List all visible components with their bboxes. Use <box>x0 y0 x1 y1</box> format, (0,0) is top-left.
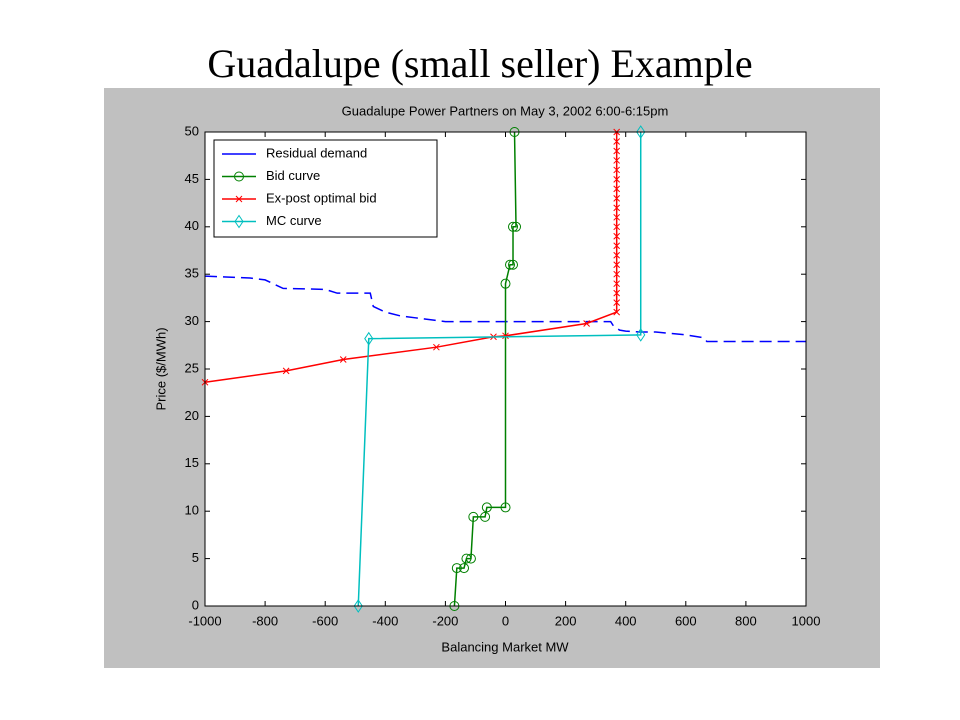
marker <box>613 261 621 269</box>
marker <box>613 204 621 212</box>
y-tick-label: 0 <box>192 597 199 612</box>
slide-title: Guadalupe (small seller) Example <box>207 41 753 86</box>
y-tick-label: 30 <box>185 313 199 328</box>
marker <box>613 308 621 316</box>
marker <box>282 367 290 375</box>
marker <box>339 356 347 363</box>
marker <box>465 553 476 564</box>
y-tick-label: 15 <box>185 455 199 470</box>
marker <box>613 270 621 278</box>
marker <box>433 343 440 351</box>
marker <box>613 176 621 183</box>
marker <box>613 195 621 202</box>
marker <box>500 278 511 289</box>
y-tick-label: 5 <box>192 550 199 565</box>
marker <box>364 331 374 346</box>
marker <box>613 185 621 193</box>
legend-label: Ex-post optimal bid <box>266 190 377 205</box>
y-tick-label: 10 <box>185 503 199 518</box>
marker <box>353 599 363 613</box>
x-tick-label: 600 <box>675 613 697 628</box>
marker <box>508 259 519 270</box>
x-tick-label: 400 <box>615 613 637 628</box>
series-line <box>204 275 806 343</box>
marker <box>636 125 646 139</box>
series-line <box>357 132 642 607</box>
marker <box>502 332 509 340</box>
marker <box>468 511 479 522</box>
y-tick-label: 50 <box>185 123 199 138</box>
marker <box>636 327 646 342</box>
y-tick-label: 45 <box>185 171 199 186</box>
plot-border <box>204 131 807 607</box>
marker <box>459 563 470 574</box>
marker <box>613 166 621 174</box>
marker <box>583 320 590 327</box>
x-tick-label: -1000 <box>188 613 221 628</box>
marker <box>613 157 621 164</box>
marker <box>613 242 621 250</box>
marker <box>505 259 516 270</box>
marker <box>613 147 621 155</box>
x-tick-label: -400 <box>372 613 398 628</box>
y-tick-label: 25 <box>185 360 199 375</box>
marker <box>234 171 244 182</box>
marker <box>480 511 491 522</box>
marker <box>500 502 511 513</box>
marker <box>613 138 621 145</box>
marker <box>613 232 621 240</box>
x-axis-label: Balancing Market MW <box>441 639 569 654</box>
marker <box>461 553 472 564</box>
x-tick-label: 800 <box>735 613 757 628</box>
marker <box>235 195 243 203</box>
legend-label: Residual demand <box>266 145 367 160</box>
x-tick-label: -200 <box>432 613 458 628</box>
y-axis-label: Price ($/MWh) <box>153 327 168 410</box>
legend-label: MC curve <box>266 213 322 228</box>
y-tick-label: 20 <box>185 408 199 423</box>
x-tick-label: 0 <box>502 613 509 628</box>
x-tick-label: -600 <box>312 613 338 628</box>
marker <box>508 221 519 232</box>
marker <box>613 299 621 306</box>
marker <box>613 280 621 288</box>
marker <box>234 214 244 229</box>
marker <box>613 213 621 221</box>
marker <box>613 223 621 231</box>
marker <box>481 502 492 513</box>
marker <box>451 563 462 574</box>
chart-title: Guadalupe Power Partners on May 3, 2002 … <box>342 103 669 118</box>
series-line <box>453 131 517 607</box>
y-tick-label: 40 <box>185 218 199 233</box>
marker <box>511 221 522 232</box>
x-tick-label: -800 <box>252 613 278 628</box>
x-tick-label: 200 <box>555 613 577 628</box>
y-tick-label: 35 <box>185 266 199 281</box>
marker <box>613 251 621 259</box>
marker <box>613 289 621 297</box>
x-tick-label: 1000 <box>792 613 821 628</box>
legend-label: Bid curve <box>266 168 320 183</box>
